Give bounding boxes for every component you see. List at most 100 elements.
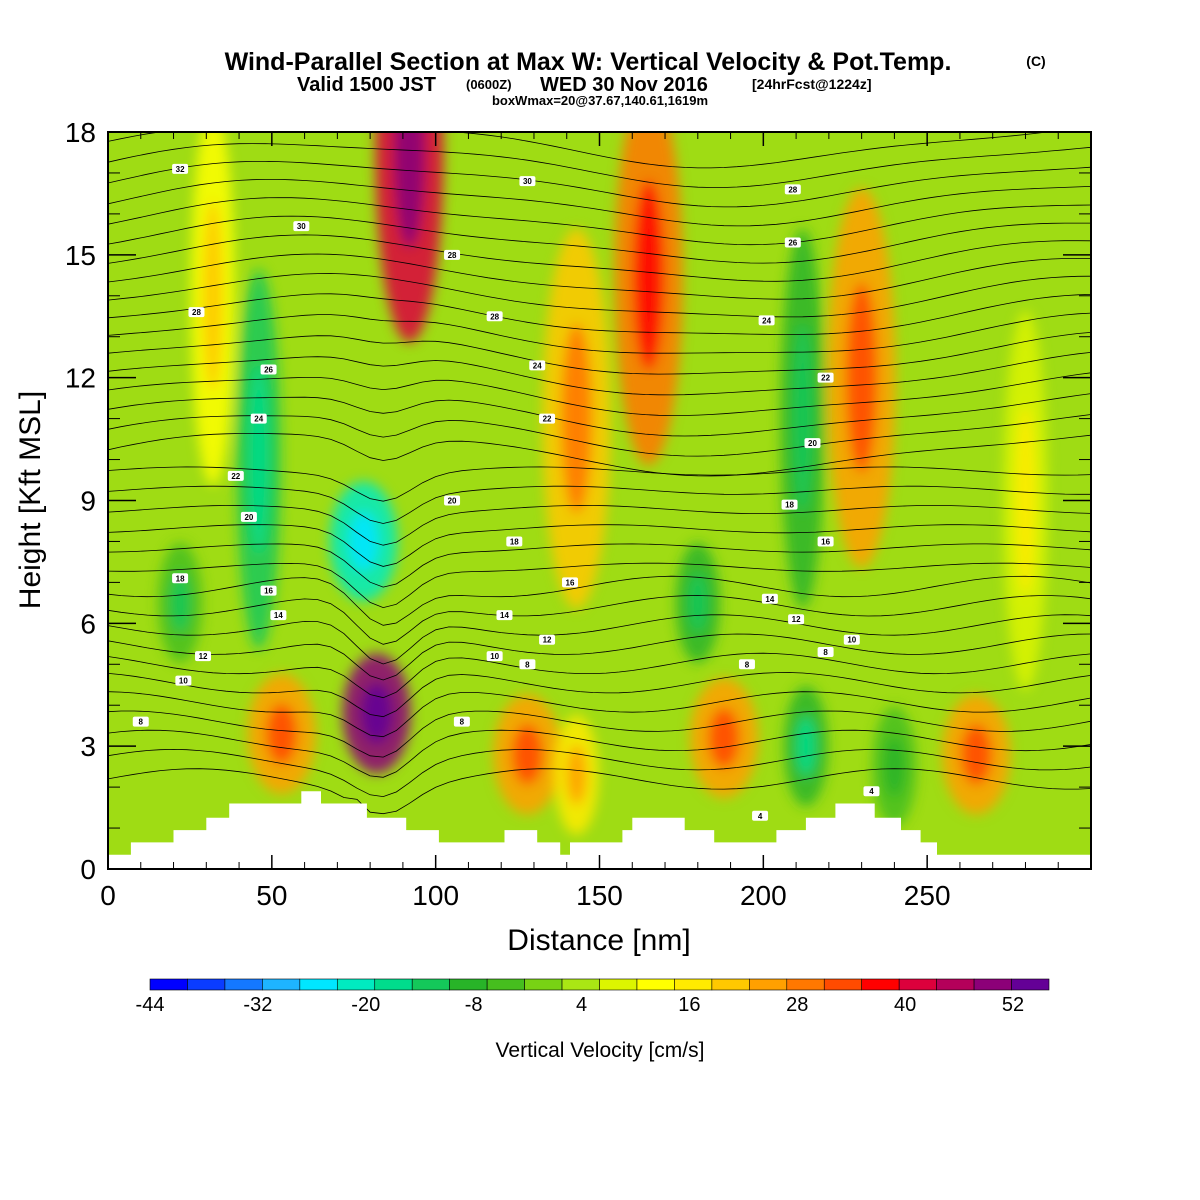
x-tick-label: 100 [412,880,459,911]
contour-label-bg [519,176,536,187]
colorbar-tick-label: -32 [243,994,272,1016]
contour-label: 24 [250,413,267,424]
theta-contour [108,691,1091,738]
contour-label: 8 [453,716,470,727]
theta-contour [108,161,1091,208]
contour-label: 28 [784,184,801,195]
theta-contour [108,312,1091,354]
contour-label-text: 4 [758,812,763,821]
colorbar-tick-label: 4 [576,994,587,1016]
theta-contour [108,215,1091,264]
contour-label-bg [784,237,801,248]
colorbar-swatch [636,978,675,991]
contour-labels: 32 30 28 26 24 22 20 18 16 14 12 10 8 30 28 28 24 22 20 18 1… [132,163,880,821]
contour-label: 10 [486,651,503,662]
contour-label-text: 28 [192,308,201,317]
vv-cell-core [687,572,708,633]
contour-label-text: 18 [785,501,794,510]
x-tick-label: 250 [904,880,951,911]
colorbar-swatch [149,978,188,991]
contour-label: 22 [539,413,556,424]
theta-contour [108,234,1091,282]
contour-label: 10 [843,634,860,645]
theta-contour [108,543,1091,588]
terrain-mask [108,791,1091,869]
contour-label-bg [529,360,546,371]
theta-contour [108,332,1091,375]
colorbar-swatch [749,978,788,991]
contour-label: 28 [486,311,503,322]
contour-label: 14 [761,593,778,604]
contour-label-bg [444,495,461,506]
contour-label-bg [817,536,834,547]
colorbar-tick-label: 16 [678,994,700,1016]
contour-label-text: 10 [490,652,499,661]
contour-label-text: 14 [274,611,283,620]
vv-cell-core [248,364,269,555]
colorbar-swatch [823,978,863,991]
colorbar-swatch [187,978,226,991]
contour-label: 12 [788,614,805,625]
contour-label-text: 20 [244,513,253,522]
contour-label-bg [761,593,778,604]
contour-label-text: 10 [179,677,188,686]
colorbar-title: Vertical Velocity [cm/s] [496,1039,705,1062]
theta-contour [108,414,1091,457]
contour-label-bg [227,470,244,481]
y-tick-label: 6 [80,608,96,639]
colorbar-swatch [262,978,301,991]
contour-label: 26 [784,237,801,248]
contour-label-bg [250,413,267,424]
x-axis-label: Distance [nm] [507,924,690,957]
y-tick-label: 0 [80,854,96,885]
plot-area: 32 30 28 26 24 22 20 18 16 14 12 10 8 30 28 28 24 22 20 18 1… [108,132,1091,869]
colorbar-swatch [1011,978,1050,991]
contour-label: 20 [804,438,821,449]
theta-contour [108,197,1091,246]
contour-label-text: 14 [500,611,509,620]
contour-label: 8 [132,716,149,727]
contour-label-text: 8 [745,660,750,669]
colorbar-swatch [936,978,975,991]
chart-title: Wind-Parallel Section at Max W: Vertical… [225,48,952,76]
contour-label: 20 [240,511,257,522]
vv-cell-core [512,724,543,785]
contour-label-text: 32 [176,165,185,174]
forecast-tag: [24hrFcst@1224z] [752,76,871,92]
contour-label-text: 14 [765,595,774,604]
colorbar-swatch [861,978,900,991]
vv-cell-core [561,323,592,514]
valid-utc: (0600Z) [466,77,512,92]
vv-cell-core [633,180,664,371]
contour-label-text: 12 [199,652,208,661]
contour-label-text: 18 [176,574,185,583]
colorbar-swatch [973,978,1012,991]
potential-temperature-contours [108,132,1091,815]
theta-contour [108,393,1091,437]
contour-label-text: 16 [821,537,830,546]
colorbar [149,978,1050,991]
contour-label-bg [188,307,205,318]
contour-label-bg [172,163,189,174]
vv-cell-core [202,200,223,391]
theta-contour [108,432,1091,477]
contour-label-text: 22 [821,374,830,383]
contour-label-text: 8 [460,718,465,727]
contour-label: 22 [227,470,244,481]
theta-contour [108,729,1091,778]
contour-label: 16 [562,577,579,588]
theta-contour [108,485,1091,524]
contour-label-bg [496,610,513,621]
contour-label-text: 26 [788,239,797,248]
contour-label: 28 [444,249,461,260]
contour-label: 20 [444,495,461,506]
colorbar-swatch [599,978,638,991]
contour-label-bg [195,651,212,662]
contour-label-bg [804,438,821,449]
colorbar-swatch [711,978,750,991]
theta-contour [108,293,1091,335]
contour-label-bg [539,413,556,424]
vv-cell-core [566,744,587,805]
contour-label: 16 [260,585,277,596]
vv-cell-core [884,736,905,797]
